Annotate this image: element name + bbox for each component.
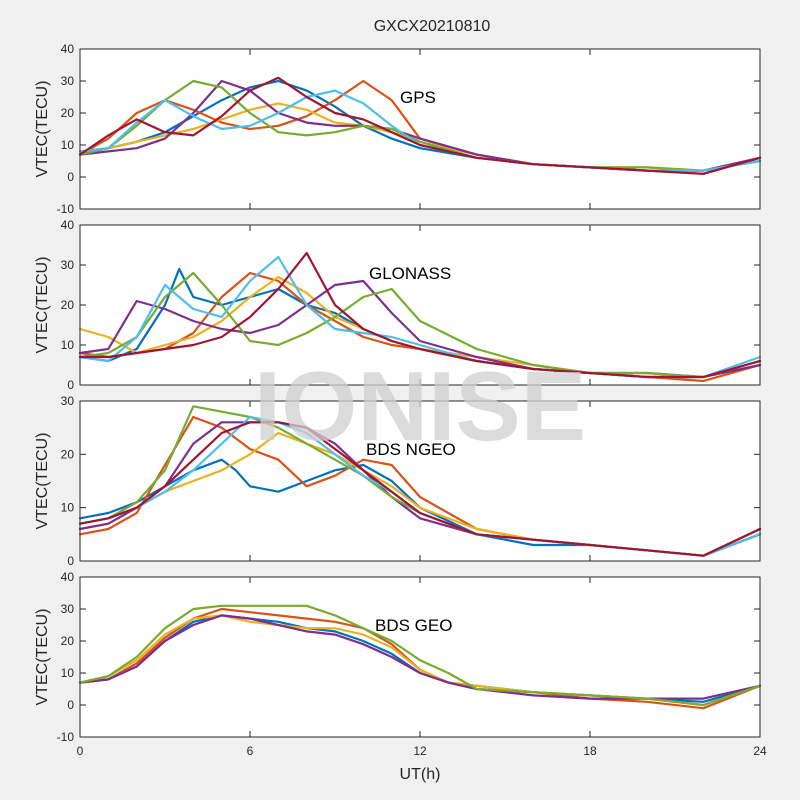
y-tick-label: 20 [61,298,75,312]
x-tick-label: 24 [753,744,767,758]
y-tick-label: 40 [61,570,75,584]
y-tick-label: 0 [67,170,74,184]
y-tick-label: 40 [61,42,75,56]
panel-bds-geo-background [80,577,760,737]
x-tick-label: 6 [247,744,254,758]
panel-glonass-frame [79,224,761,386]
y-tick-label: 30 [61,258,75,272]
y-tick-label: 10 [61,338,75,352]
bds-geo-series-line-4 [78,614,762,700]
gps-series-line-7 [78,76,762,175]
panel-gps-ticks: -10 0 10 20 30 40 [57,42,761,216]
glonass-series-line-7 [78,251,762,379]
panel-glonass-background [80,225,760,385]
x-axis-label: UT(h) [400,766,441,783]
panel-bds-ngeo: 0 10 20 30 BDS NGEO VTEC(TECU) [34,394,762,568]
panel-gps-annotation: GPS [400,88,436,107]
panel-bds-ngeo-annotation: BDS NGEO [366,440,456,459]
panel-glonass-ticks: 0 10 20 30 40 [61,218,761,392]
y-tick-label: -10 [57,730,75,744]
panel-glonass-annotation: GLONASS [369,264,451,283]
x-tick-label: 0 [77,744,84,758]
panel-glonass-ylabel: VTEC(TECU) [34,257,51,354]
panel-gps: -10 0 10 20 30 40 GPS VTEC(TECU) [34,42,762,216]
bds-ngeo-series-line-7 [78,421,762,557]
x-tick-label: 18 [583,744,597,758]
panel-glonass-series [78,251,762,383]
bds-geo-series-line-5 [78,604,762,707]
panel-glonass: 0 10 20 30 40 GLONASS VTEC(TECU) [34,218,762,392]
y-tick-label: 30 [61,74,75,88]
y-tick-label: 20 [61,106,75,120]
y-tick-label: 20 [61,447,75,461]
panel-bds-geo-series [78,604,762,710]
panel-gps-ylabel: VTEC(TECU) [34,81,51,178]
y-tick-label: -10 [57,202,75,216]
panel-gps-background [80,49,760,209]
y-tick-label: 10 [61,666,75,680]
figure-title: GXCX20210810 [374,18,491,35]
panel-bds-geo-frame [79,576,761,738]
y-tick-label: 10 [61,501,75,515]
panel-gps-series [78,76,762,175]
panel-bds-ngeo-series [78,405,762,557]
panel-bds-geo-ylabel: VTEC(TECU) [34,609,51,706]
y-tick-label: 0 [67,698,74,712]
panel-bds-ngeo-ylabel: VTEC(TECU) [34,433,51,530]
y-tick-label: 0 [67,378,74,392]
y-tick-label: 30 [61,602,75,616]
y-tick-label: 0 [67,554,74,568]
panel-gps-frame [79,48,761,210]
panel-bds-geo-annotation: BDS GEO [375,616,452,635]
watermark: IONISE [254,351,586,461]
y-tick-label: 20 [61,634,75,648]
y-tick-label: 10 [61,138,75,152]
x-tick-label: 12 [413,744,427,758]
y-tick-label: 40 [61,218,75,232]
panel-bds-ngeo-frame [79,400,761,562]
y-tick-label: 30 [61,394,75,408]
